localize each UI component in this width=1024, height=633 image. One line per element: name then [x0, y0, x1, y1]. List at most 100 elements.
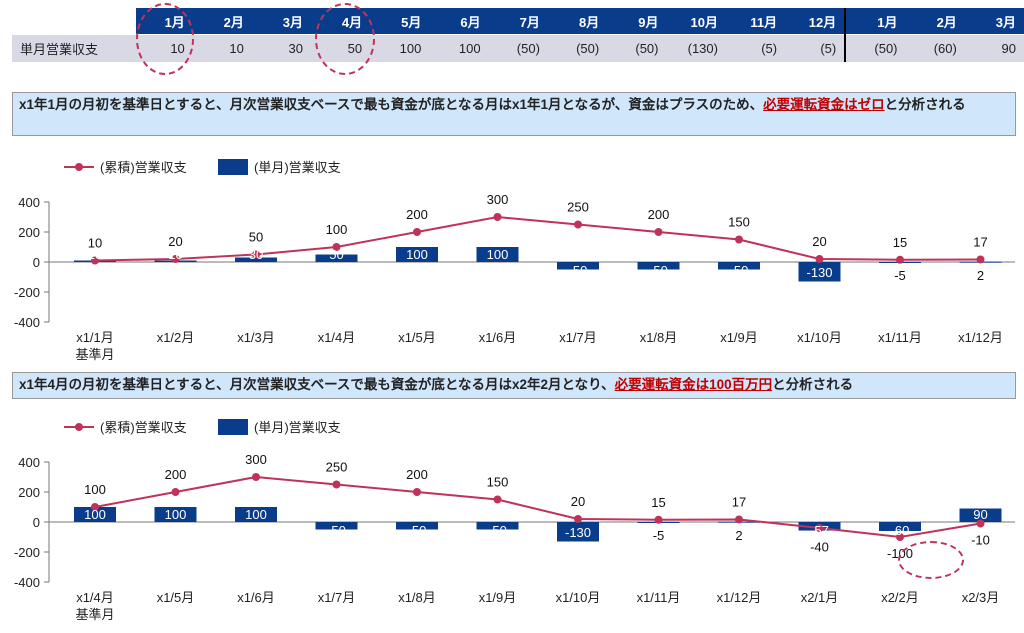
- table-cell: (130): [666, 34, 726, 62]
- table-cell: 90: [964, 34, 1024, 62]
- bar-data-label: -5: [653, 528, 665, 543]
- y-tick-label: -200: [14, 545, 40, 560]
- legend-line-marker: [75, 423, 83, 431]
- line-point: [91, 503, 99, 511]
- table-header: 1月: [844, 8, 906, 35]
- x-tick-label: x1/4月: [318, 330, 356, 345]
- monthly-table: 1月 2月 3月 4月 5月 6月 7月 8月 9月 10月 11月 12月 1…: [12, 8, 1024, 62]
- bar-data-label: 10: [88, 247, 102, 262]
- line-data-label: 50: [249, 230, 263, 245]
- note-text: x1年4月の月初を基準日とすると、月次営業収支ベースで最も資金が底となる月はx2…: [19, 377, 615, 392]
- line-point: [332, 480, 341, 489]
- bar-data-label: 30: [249, 247, 263, 262]
- legend-bar-label: (単月)営業収支: [254, 420, 341, 435]
- line-point: [896, 255, 904, 264]
- line-data-label: 150: [487, 475, 509, 490]
- bar: [959, 508, 1002, 522]
- bar: [798, 262, 841, 282]
- table-cell: 10: [192, 34, 252, 62]
- table-row: 単月営業収支 10 10 30 50 100 100 (50) (50) (50…: [12, 34, 1024, 62]
- note-tail: と分析される: [772, 377, 854, 392]
- x-tick-label: x1/4月: [76, 590, 114, 605]
- bar-data-label: -5: [894, 268, 906, 283]
- note-box-2: x1年4月の月初を基準日とすると、月次営業収支ベースで最も資金が底となる月はx2…: [12, 372, 1016, 399]
- bar-data-label: -50: [408, 523, 427, 538]
- bar-data-label: -57: [810, 523, 829, 538]
- table-header: 7月: [488, 8, 548, 35]
- x-tick-label: x1/12月: [958, 330, 1003, 345]
- line-data-label: 150: [728, 215, 750, 230]
- table-header: 2月: [905, 8, 965, 35]
- table-header: 11月: [725, 8, 786, 35]
- table-cell: (50): [607, 34, 667, 62]
- line-point: [252, 473, 260, 481]
- legend-line-label: (累積)営業収支: [100, 160, 187, 175]
- bar-data-label: 50: [329, 247, 343, 262]
- bar-data-label: -60: [891, 523, 910, 538]
- x-tick-label: x1/12月: [717, 590, 762, 605]
- line-point: [735, 515, 743, 524]
- line-data-label: 15: [893, 235, 907, 250]
- chart-x1-apr-base: (累積)営業収支 (単月)営業収支 400 200 0 -200 -400 100 100 x1/…: [14, 419, 1015, 622]
- line-data-label: 200: [406, 467, 428, 482]
- line-series: [94, 475, 981, 539]
- x-tick-label: x1/5月: [398, 330, 436, 345]
- bar-data-label: 10: [168, 247, 182, 262]
- line-data-label: -10: [971, 533, 990, 548]
- line-point: [493, 495, 502, 504]
- chart-x1-jan-base: (累積)営業収支 (単月)営業収支4002000-200-4001010x1/1月…: [14, 159, 1015, 362]
- bar-data-label: 100: [84, 507, 106, 522]
- x-tick-label: x1/6月: [237, 590, 275, 605]
- x-tick-label: x1/5月: [157, 590, 195, 605]
- y-tick-label: 0: [33, 515, 40, 530]
- line-point: [896, 533, 904, 541]
- line-data-label: 200: [165, 467, 187, 482]
- bar: [557, 522, 599, 542]
- bar-data-label: -130: [806, 265, 832, 280]
- x-tick-label: x1/6月: [479, 330, 517, 345]
- base-month-label: 基準月: [75, 607, 114, 622]
- table-header: 12月: [785, 8, 846, 35]
- x-tick-label: x1/7月: [559, 330, 597, 345]
- bar: [396, 247, 438, 262]
- legend-bar-swatch: [218, 159, 248, 175]
- highlight-circle-jan: [136, 3, 194, 75]
- x-tick-label: x1/1月: [76, 330, 114, 345]
- x-tick-label: x1/9月: [720, 330, 758, 345]
- line-data-label: 300: [245, 452, 267, 467]
- line-point: [171, 255, 180, 263]
- table-header-row: 1月 2月 3月 4月 5月 6月 7月 8月 9月 10月 11月 12月 1…: [12, 8, 1024, 35]
- x-tick-label: x1/10月: [797, 330, 842, 345]
- line-point: [413, 488, 421, 496]
- line-point: [574, 220, 582, 229]
- table-cell: (5): [785, 34, 846, 62]
- line-data-label: 300: [487, 192, 509, 207]
- line-data-label: 17: [973, 234, 987, 249]
- y-tick-label: 400: [18, 195, 40, 210]
- line-point: [252, 250, 260, 259]
- x-tick-label: x1/8月: [640, 330, 678, 345]
- y-tick-label: 400: [18, 455, 40, 470]
- table-cell: (50): [844, 34, 906, 62]
- line-point: [976, 519, 985, 528]
- line-data-label: 20: [168, 234, 182, 249]
- line-point: [493, 213, 502, 221]
- y-tick-label: -400: [14, 575, 40, 590]
- line-data-label: 200: [406, 207, 428, 222]
- bar-data-label: -50: [730, 263, 749, 278]
- legend-bar-label: (単月)営業収支: [254, 160, 341, 175]
- bar-data-label: 100: [406, 247, 428, 262]
- bar: [637, 262, 680, 270]
- note-highlight: 必要運転資金はゼロ: [763, 97, 885, 112]
- table-cell: (50): [547, 34, 608, 62]
- x-tick-label: x1/7月: [318, 590, 356, 605]
- table-header: 3月: [251, 8, 311, 35]
- note-text: x1年1月の月初を基準日とすると、月次営業収支ベースで最も資金が底となる月はx1…: [19, 97, 764, 112]
- line-data-label: 250: [567, 200, 589, 215]
- line-data-label: 17: [732, 494, 746, 509]
- bar: [315, 522, 358, 530]
- bar-data-label: -50: [327, 523, 346, 538]
- y-tick-label: 200: [18, 225, 40, 240]
- highlight-circle-apr: [315, 3, 375, 75]
- y-tick-label: 0: [33, 255, 40, 270]
